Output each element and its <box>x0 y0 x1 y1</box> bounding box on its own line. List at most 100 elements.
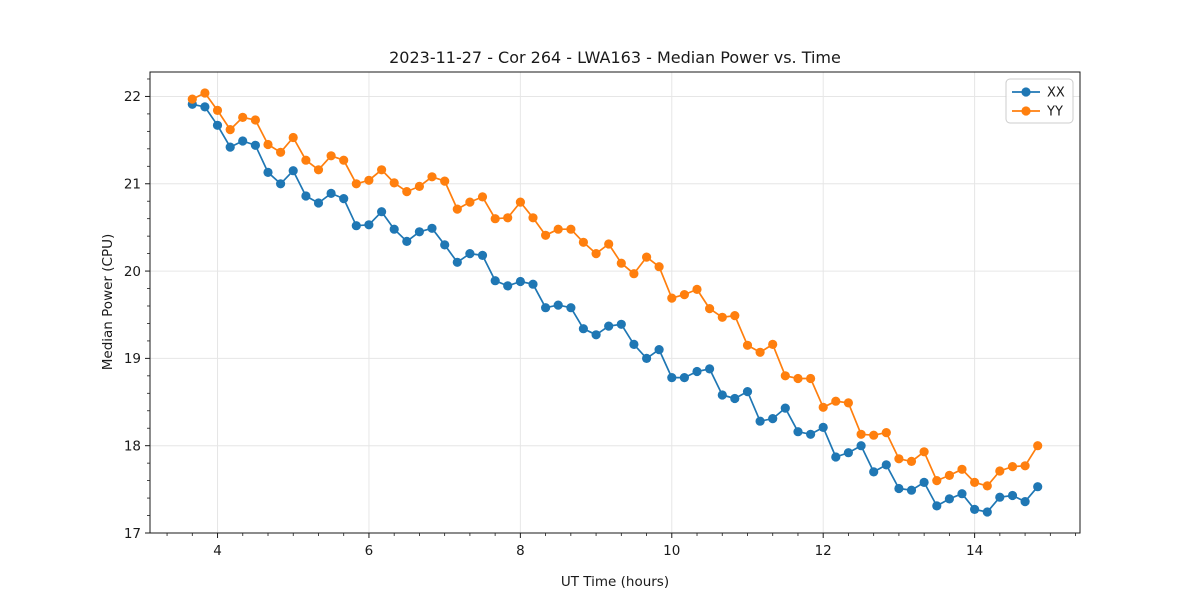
data-point-yy <box>869 430 879 440</box>
data-series <box>187 88 1043 517</box>
legend-label-yy: YY <box>1046 105 1063 120</box>
data-point-yy <box>717 312 727 322</box>
data-point-yy <box>932 476 942 486</box>
y-tick-label: 18 <box>124 438 141 454</box>
legend-marker-yy <box>1021 106 1031 116</box>
data-point-yy <box>629 269 639 279</box>
data-point-yy <box>490 214 500 224</box>
x-tick-label: 8 <box>516 543 525 559</box>
data-point-yy <box>553 224 563 234</box>
data-point-yy <box>793 373 803 384</box>
data-point-yy <box>414 181 424 191</box>
data-point-yy <box>591 249 601 259</box>
data-point-yy <box>200 88 210 98</box>
legend-marker-xx <box>1021 87 1031 97</box>
data-point-yy <box>831 396 841 406</box>
data-point-yy <box>995 466 1005 476</box>
y-tick-label: 21 <box>124 177 141 193</box>
data-point-yy <box>604 239 614 249</box>
data-point-yy <box>440 176 450 186</box>
data-point-yy <box>364 175 374 185</box>
data-point-yy <box>730 311 740 321</box>
data-point-yy <box>288 132 298 143</box>
data-point-yy <box>528 213 538 223</box>
data-point-yy <box>212 105 223 115</box>
data-point-xx <box>541 303 551 313</box>
data-point-xx <box>250 140 260 150</box>
data-point-yy <box>806 373 816 384</box>
data-point-yy <box>515 197 526 207</box>
data-point-xx <box>339 194 349 204</box>
x-axis-label: UT Time (hours) <box>561 574 669 590</box>
data-point-yy <box>692 284 702 294</box>
data-point-xx <box>465 249 475 259</box>
data-point-yy <box>679 290 690 300</box>
data-point-xx <box>477 250 488 260</box>
data-point-xx <box>768 414 778 424</box>
data-point-xx <box>364 220 374 230</box>
x-tick-label: 6 <box>365 543 374 559</box>
x-tick-label: 14 <box>966 543 983 559</box>
data-point-xx <box>780 403 790 413</box>
data-point-yy <box>187 94 197 104</box>
data-point-yy <box>906 456 917 466</box>
data-point-xx <box>515 276 526 287</box>
data-point-yy <box>503 213 513 223</box>
x-tick-label: 4 <box>213 543 222 559</box>
y-tick-label: 20 <box>124 264 141 280</box>
data-point-yy <box>313 165 324 175</box>
data-point-yy <box>843 398 854 408</box>
data-point-xx <box>869 467 879 477</box>
data-point-xx <box>351 221 361 231</box>
data-point-yy <box>541 230 551 240</box>
data-point-yy <box>881 428 891 438</box>
data-point-xx <box>528 279 538 289</box>
data-point-yy <box>919 447 929 457</box>
data-point-yy <box>642 252 652 262</box>
data-point-yy <box>427 172 437 182</box>
data-point-yy <box>402 187 412 197</box>
data-point-yy <box>982 481 992 491</box>
data-point-yy <box>250 115 260 125</box>
data-point-yy <box>780 371 790 381</box>
data-point-xx <box>591 330 601 340</box>
data-point-yy <box>742 340 753 350</box>
data-point-xx <box>1020 497 1030 507</box>
data-point-xx <box>225 142 235 152</box>
data-point-yy <box>768 339 778 349</box>
data-point-yy <box>667 293 677 303</box>
data-point-xx <box>995 492 1005 502</box>
data-point-xx <box>982 507 992 517</box>
data-point-xx <box>881 460 891 470</box>
data-point-yy <box>351 179 361 189</box>
data-point-xx <box>919 477 929 487</box>
data-point-yy <box>616 258 626 268</box>
data-point-xx <box>440 240 450 250</box>
data-point-xx <box>843 448 854 458</box>
data-point-xx <box>389 224 399 234</box>
data-point-xx <box>831 452 841 462</box>
data-point-xx <box>730 393 740 404</box>
data-point-yy <box>654 262 664 272</box>
data-point-yy <box>566 224 576 234</box>
data-point-xx <box>818 422 828 432</box>
y-tick-label: 19 <box>124 351 141 367</box>
data-point-yy <box>301 155 311 165</box>
data-point-xx <box>616 319 626 329</box>
data-point-xx <box>856 441 866 451</box>
data-point-yy <box>1020 461 1030 471</box>
chart-title: 2023-11-27 - Cor 264 - LWA163 - Median P… <box>389 48 841 67</box>
data-point-xx <box>742 387 753 397</box>
data-point-yy <box>465 197 475 207</box>
data-point-yy <box>970 477 980 487</box>
data-point-xx <box>326 188 336 198</box>
data-point-xx <box>313 198 324 208</box>
data-point-xx <box>679 373 690 383</box>
data-point-xx <box>717 390 727 400</box>
y-axis-label: Median Power (CPU) <box>100 234 116 370</box>
data-point-xx <box>932 501 942 511</box>
data-point-xx <box>503 281 513 291</box>
x-tick-label: 12 <box>815 543 832 559</box>
data-point-yy <box>944 470 955 480</box>
